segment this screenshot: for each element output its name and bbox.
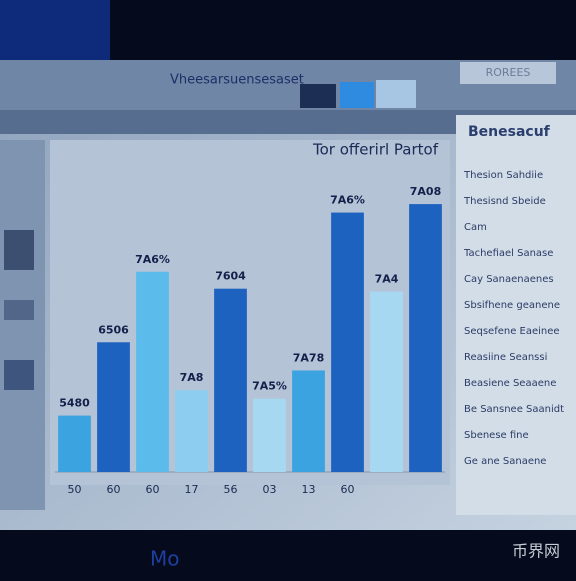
bar xyxy=(292,370,325,472)
sidebar-item: Cay Sanaenaenes xyxy=(464,274,554,285)
sidebar-title: Benesacuf xyxy=(468,124,551,140)
sidebar-item: Beasiene Seaaene xyxy=(464,378,556,389)
data-label: 7A6% xyxy=(135,253,170,266)
data-label: 7A8 xyxy=(180,371,204,384)
bar xyxy=(175,390,208,472)
header-title: Vheesarsuensesaset xyxy=(170,73,304,88)
bar xyxy=(331,212,364,472)
sidebar-item: Thesion Sahdiie xyxy=(463,170,543,181)
sidebar-item: Cam xyxy=(464,222,487,233)
x-tick-label: 56 xyxy=(224,483,238,496)
x-tick-label: 60 xyxy=(146,483,160,496)
x-tick-label: 50 xyxy=(68,483,82,496)
sidebar-item: Seqsefene Eaeinee xyxy=(464,326,560,337)
left-panel-block xyxy=(4,300,34,320)
header-block xyxy=(340,82,374,108)
sidebar-item: Sbsifhene geanene xyxy=(464,300,560,311)
sidebar-item: Reasiine Seanssi xyxy=(464,352,547,363)
sidebar-item: Sbenese fine xyxy=(464,430,529,441)
data-label: 5480 xyxy=(59,397,90,410)
sidebar-item: Be Sansnee Saanidt xyxy=(464,404,564,415)
left-panel-block xyxy=(4,230,34,270)
x-tick-label: 17 xyxy=(185,483,199,496)
left-panel xyxy=(0,140,45,510)
left-panel-block xyxy=(4,360,34,390)
sidebar-item: Thesisnd Sbeide xyxy=(463,196,546,207)
data-label: 7604 xyxy=(215,270,246,283)
data-label: 7A08 xyxy=(410,185,441,198)
header-block xyxy=(300,84,336,108)
header-block xyxy=(376,80,416,108)
data-label: 7A78 xyxy=(293,351,324,364)
header-button-label[interactable]: ROREES xyxy=(486,66,531,79)
data-label: 7A5% xyxy=(252,380,287,393)
watermark: 币界网 xyxy=(512,542,560,561)
bar xyxy=(370,291,403,472)
chart-title: Tor offerirl Partof xyxy=(312,141,439,159)
data-label: 7A6% xyxy=(330,194,365,207)
x-tick-label: 13 xyxy=(302,483,316,496)
bottom-text: Mo xyxy=(150,547,180,571)
data-label: 7A4 xyxy=(375,273,399,286)
x-tick-label: 60 xyxy=(341,483,355,496)
x-tick-label: 60 xyxy=(107,483,121,496)
sidebar-item: Tachefiael Sanase xyxy=(463,248,553,259)
bar xyxy=(214,288,247,472)
data-label: 6506 xyxy=(98,323,129,336)
header-button[interactable] xyxy=(460,62,556,84)
sidebar-item: Ge ane Sanaene xyxy=(464,456,546,467)
bar xyxy=(136,271,169,472)
bar xyxy=(409,204,442,472)
x-tick-label: 03 xyxy=(263,483,277,496)
bar xyxy=(97,342,130,472)
bar xyxy=(58,415,91,472)
bar xyxy=(253,398,286,472)
right-panel xyxy=(456,115,576,515)
